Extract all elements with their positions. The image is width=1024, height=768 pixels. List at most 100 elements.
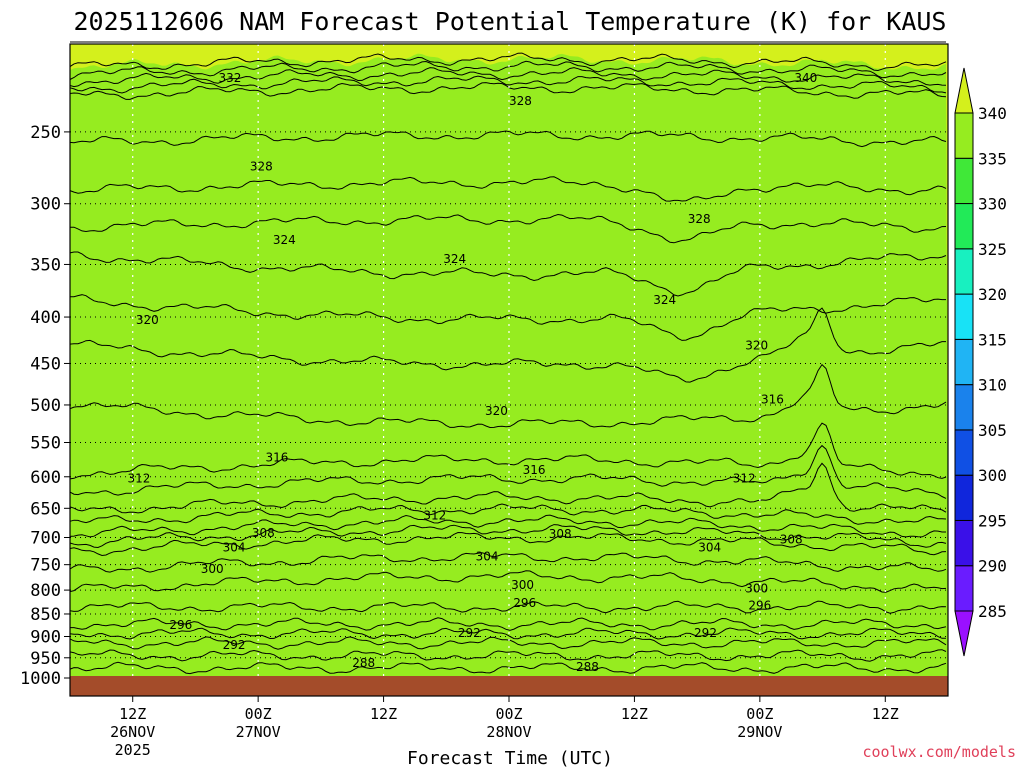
contour-label: 288	[352, 656, 375, 670]
isentrope-line	[69, 130, 947, 148]
colorbar-swatch	[954, 565, 974, 612]
isentrope-line	[69, 552, 947, 573]
contour-labels: 332 340 328 328 328 324 324 324 320 320 316 320 316 3…	[128, 71, 818, 674]
contour-label: 320	[136, 313, 159, 327]
isentrope-line	[69, 176, 947, 202]
y-tick-label: 550	[30, 433, 61, 453]
contour-label: 332	[218, 71, 241, 85]
colorbar-swatch	[954, 474, 974, 521]
colorbar-label: 285	[978, 602, 1007, 621]
pressure-axis: 2503003504004505005506006507007508008509…	[20, 123, 70, 689]
contour-label: 328	[250, 160, 273, 174]
x-tick-label: 12Z	[872, 705, 899, 723]
contour-label: 320	[485, 404, 508, 418]
isentrope-line	[69, 67, 947, 88]
y-tick-label: 850	[30, 605, 61, 625]
y-tick-label: 450	[30, 354, 61, 374]
contour-label: 340	[794, 71, 817, 85]
colorbar: 285 290 295 300 305 310 315 320 325 330 335 340	[954, 67, 1007, 657]
contour-label: 292	[223, 638, 246, 652]
isentrope-line	[69, 363, 947, 429]
contour-label: 308	[252, 526, 275, 540]
isentrope-line	[69, 251, 947, 297]
colorbar-label: 315	[978, 330, 1007, 349]
isentrope-line	[69, 444, 947, 499]
contour-label: 292	[694, 626, 717, 640]
colorbar-label: 325	[978, 240, 1007, 259]
contour-label: 304	[476, 550, 499, 564]
contour-label: 324	[653, 293, 676, 307]
isentrope-line	[69, 627, 946, 640]
contour-label: 312	[733, 472, 756, 486]
colorbar-swatch	[954, 157, 974, 205]
contour-label: 320	[745, 339, 768, 353]
isentrope-line	[70, 617, 947, 631]
contour-label: 308	[549, 527, 572, 541]
contour-label: 316	[761, 392, 784, 406]
isentrope-line	[69, 462, 947, 514]
contour-label: 300	[201, 562, 224, 576]
isentrope-line	[69, 294, 946, 341]
x-tick-label: 29NOV	[737, 723, 782, 741]
isentrope-line	[69, 422, 947, 480]
isentrope-line	[69, 600, 947, 614]
colorbar-swatch	[954, 610, 974, 657]
contour-label: 316	[266, 450, 289, 464]
contour-label: 328	[509, 94, 532, 108]
y-tick-label: 650	[30, 499, 61, 519]
y-tick-label: 600	[30, 468, 61, 488]
chart-title: 2025112606 NAM Forecast Potential Temper…	[74, 7, 947, 36]
colorbar-label: 310	[978, 376, 1007, 395]
contour-label: 304	[698, 540, 721, 554]
x-tick-label: 12Z	[119, 705, 146, 723]
x-tick-label: 00Z	[245, 705, 272, 723]
contour-label: 300	[511, 578, 534, 592]
contour-label: 296	[513, 596, 536, 610]
ground-bar	[70, 676, 948, 696]
contour-label: 324	[273, 233, 296, 247]
y-tick-label: 900	[30, 627, 61, 647]
contour-label: 300	[745, 582, 768, 596]
contour-label: 304	[223, 540, 246, 554]
colorbar-swatch	[954, 203, 974, 250]
y-tick-label: 950	[30, 649, 61, 669]
isentrope-line	[69, 82, 947, 100]
colorbar-swatch	[954, 338, 974, 386]
contour-label: 288	[576, 660, 599, 674]
colorbar-label: 330	[978, 195, 1007, 214]
contour-label: 308	[780, 533, 803, 547]
y-tick-label: 250	[30, 123, 61, 143]
x-tick-label: 00Z	[495, 705, 522, 723]
isentrope-line	[69, 52, 947, 72]
colorbar-label: 295	[978, 511, 1007, 530]
x-tick-label: 12Z	[621, 705, 648, 723]
colorbar-label: 290	[978, 557, 1007, 576]
x-tick-label: 2025	[115, 741, 151, 759]
isentrope-line	[69, 514, 946, 538]
isentrope-lines	[69, 41, 947, 681]
y-tick-label: 300	[30, 195, 61, 215]
plot-gridlines	[70, 44, 948, 679]
credit-text: coolwx.com/models	[862, 743, 1016, 761]
y-tick-label: 750	[30, 556, 61, 576]
y-tick-label: 500	[30, 396, 61, 416]
x-tick-label: 12Z	[370, 705, 397, 723]
y-tick-label: 800	[30, 581, 61, 601]
colorbar-swatch	[954, 248, 974, 295]
y-tick-label: 700	[30, 528, 61, 548]
x-tick-label: 00Z	[746, 705, 773, 723]
colorbar-label: 305	[978, 421, 1007, 440]
contour-label: 316	[523, 463, 546, 477]
isentrope-line	[69, 531, 947, 557]
isentrope-line	[69, 570, 947, 593]
colorbar-swatch	[954, 429, 974, 476]
x-tick-label: 26NOV	[110, 723, 155, 741]
colorbar-label: 335	[978, 149, 1007, 168]
contour-label: 324	[443, 252, 466, 266]
isentrope-line	[69, 661, 947, 675]
x-axis-title: Forecast Time (UTC)	[407, 748, 613, 768]
x-tick-label: 28NOV	[486, 723, 531, 741]
isentrope-line	[69, 636, 947, 650]
x-tick-label: 27NOV	[236, 723, 281, 741]
